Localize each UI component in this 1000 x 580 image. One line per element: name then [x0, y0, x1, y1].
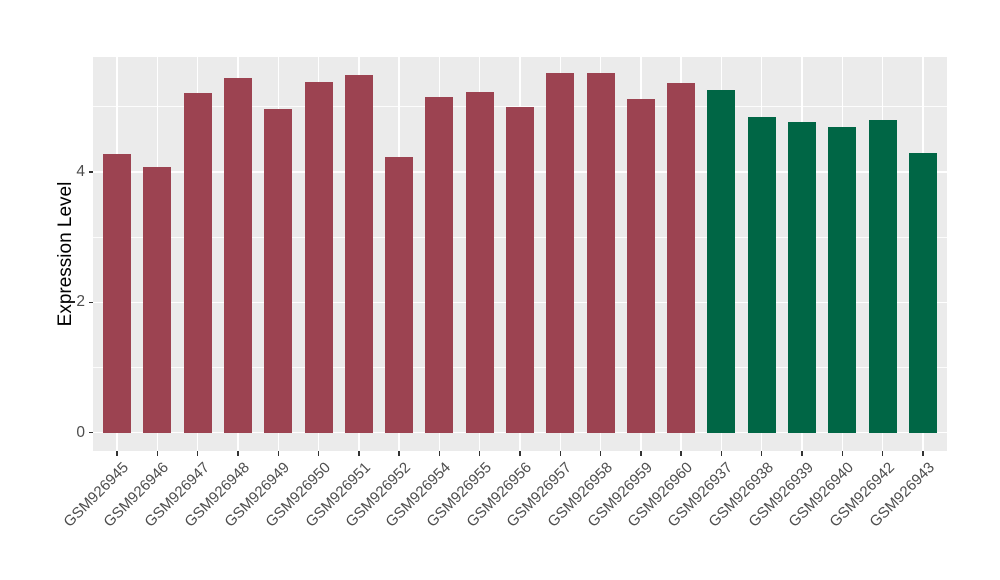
- bar-GSM926945: [103, 153, 132, 433]
- bar-GSM926955: [465, 91, 494, 433]
- x-tick-mark-GSM926960: [680, 451, 682, 456]
- bar-GSM926947: [183, 92, 212, 433]
- x-tick-mark-GSM926940: [841, 451, 843, 456]
- y-tick-label-2: 2: [76, 293, 85, 311]
- bar-GSM926952: [385, 156, 414, 433]
- x-tick-mark-GSM926943: [922, 451, 924, 456]
- x-tick-mark-GSM926945: [116, 451, 118, 456]
- bar-GSM926960: [667, 83, 696, 433]
- bar-GSM926956: [506, 106, 534, 433]
- bar-GSM926940: [828, 126, 857, 433]
- y-tick-mark-4: [88, 171, 93, 173]
- x-tick-mark-GSM926952: [398, 451, 400, 456]
- x-tick-mark-GSM926951: [358, 451, 360, 456]
- bar-GSM926958: [586, 73, 615, 433]
- y-tick-mark-2: [88, 301, 93, 304]
- x-tick-mark-GSM926959: [640, 451, 642, 456]
- x-tick-mark-GSM926949: [277, 451, 280, 456]
- bar-GSM926942: [868, 120, 897, 433]
- x-tick-mark-GSM926939: [801, 451, 803, 456]
- bar-GSM926954: [425, 97, 454, 433]
- x-tick-mark-GSM926942: [881, 451, 884, 456]
- x-tick-mark-GSM926957: [559, 451, 562, 456]
- bar-GSM926948: [224, 77, 253, 433]
- x-tick-mark-GSM926950: [317, 451, 320, 456]
- bar-GSM926959: [626, 99, 655, 433]
- x-tick-mark-GSM926956: [519, 451, 521, 456]
- y-tick-label-0: 0: [76, 423, 85, 441]
- bar-GSM926957: [546, 73, 575, 433]
- bar-GSM926946: [143, 167, 172, 433]
- bar-GSM926951: [344, 75, 373, 433]
- bar-GSM926938: [747, 117, 776, 433]
- bar-GSM926943: [908, 152, 937, 433]
- x-tick-mark-GSM926954: [438, 451, 441, 456]
- y-tick-label-4: 4: [76, 162, 85, 180]
- x-tick-mark-GSM926937: [720, 451, 723, 456]
- x-tick-mark-GSM926938: [760, 451, 763, 456]
- bar-GSM926939: [787, 122, 816, 433]
- bar-GSM926950: [304, 82, 333, 433]
- y-tick-mark-0: [88, 431, 93, 434]
- x-tick-mark-GSM926958: [599, 451, 602, 456]
- bar-GSM926937: [707, 90, 736, 433]
- bar-GSM926949: [264, 108, 293, 433]
- x-tick-mark-GSM926946: [156, 451, 159, 456]
- x-tick-mark-GSM926947: [196, 451, 199, 456]
- x-tick-mark-GSM926948: [237, 451, 239, 456]
- x-tick-mark-GSM926955: [478, 451, 481, 456]
